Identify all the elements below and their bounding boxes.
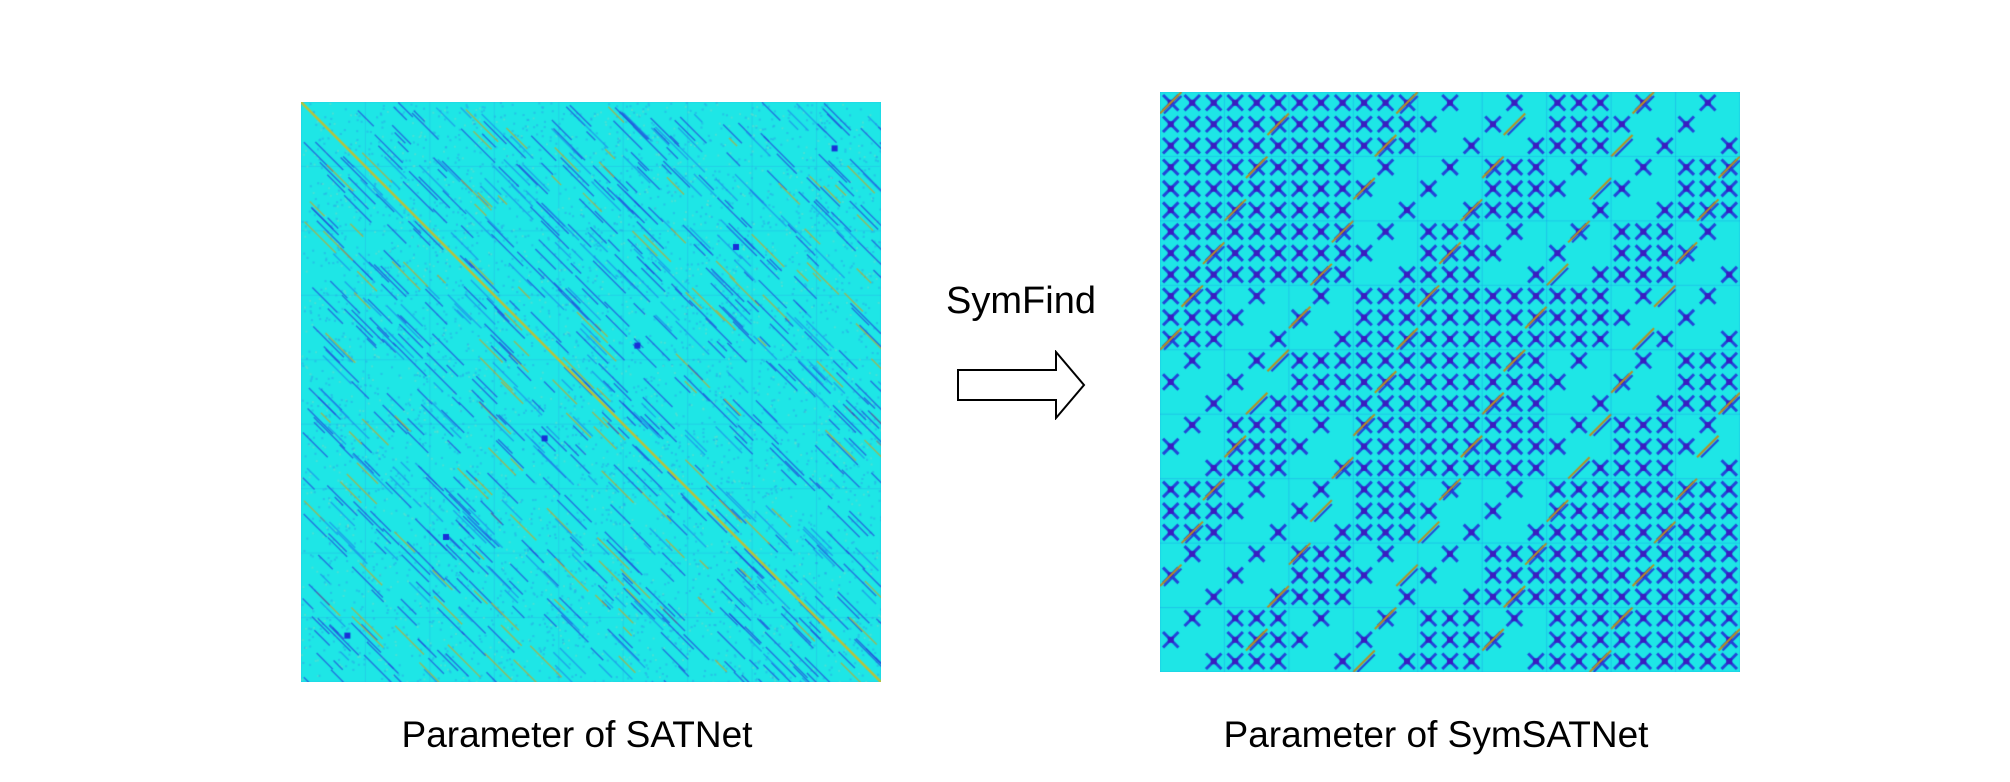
symsatnet-parameter-matrix [1160,92,1740,672]
satnet-caption: Parameter of SATNet [401,714,753,755]
satnet-parameter-matrix [301,102,881,682]
right-arrow-icon [957,350,1086,420]
symsatnet-caption: Parameter of SymSATNet [1223,714,1649,755]
symfind-label: SymFind [946,280,1096,322]
